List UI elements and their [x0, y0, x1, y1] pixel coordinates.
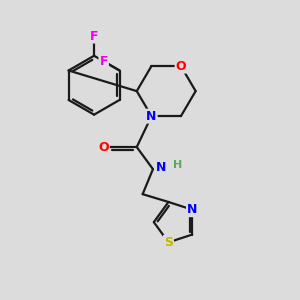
- Text: O: O: [176, 60, 186, 73]
- Text: O: O: [98, 141, 109, 154]
- Text: N: N: [187, 203, 197, 216]
- Text: N: N: [156, 161, 166, 174]
- Text: H: H: [173, 160, 182, 170]
- Text: F: F: [99, 55, 108, 68]
- Text: N: N: [146, 110, 157, 123]
- Text: F: F: [90, 30, 98, 43]
- Text: S: S: [164, 236, 173, 249]
